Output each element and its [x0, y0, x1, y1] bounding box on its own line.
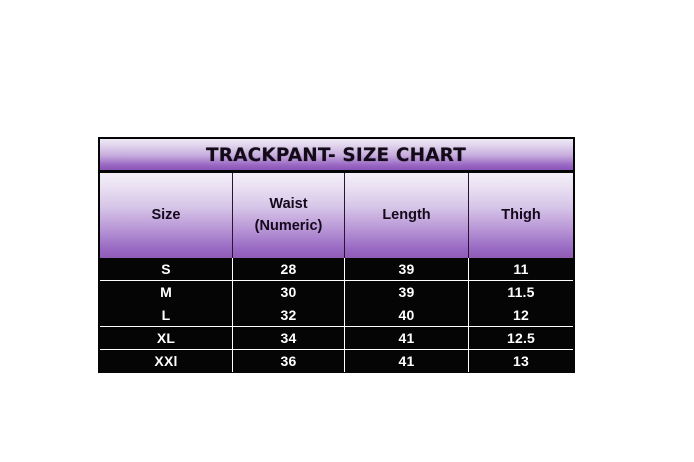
- cell-waist: 28: [233, 258, 345, 281]
- cell-waist: 32: [233, 303, 345, 326]
- cell-thigh: 12: [513, 306, 529, 323]
- cell-size: L: [100, 303, 233, 326]
- cell-waist: 36: [233, 349, 345, 373]
- size-chart-title: TRACKPANT- SIZE CHART: [206, 143, 467, 166]
- column-header-size-label: Size: [151, 206, 181, 223]
- column-header-length: Length: [345, 173, 469, 258]
- cell-thigh: 13: [513, 352, 529, 369]
- cell-length: 40: [345, 303, 469, 326]
- table-header-row: Size Waist (Numeric) Length Thigh: [100, 173, 573, 258]
- column-header-thigh: Thigh: [469, 173, 573, 258]
- cell-thigh: 11: [513, 261, 529, 278]
- cell-length: 41: [345, 326, 469, 349]
- column-header-size: Size: [100, 173, 233, 258]
- cell-size: XXl: [100, 349, 233, 373]
- size-chart-table: TRACKPANT- SIZE CHART Size Waist (Numeri…: [98, 137, 575, 373]
- column-header-waist-sublabel: (Numeric): [254, 217, 323, 234]
- table-row: XL 34 41 12.5: [100, 326, 573, 350]
- column-header-length-label: Length: [382, 206, 431, 223]
- table-body: S 28 39 11 M 30 39 11.5 L 32 40 12 XL 34…: [100, 258, 573, 373]
- cell-length: 41: [345, 349, 469, 373]
- cell-waist: 30: [233, 281, 345, 304]
- table-row: XXl 36 41 13: [100, 349, 573, 373]
- column-header-thigh-label: Thigh: [501, 206, 541, 223]
- cell-length: 39: [345, 258, 469, 281]
- cell-length: 39: [345, 281, 469, 304]
- title-divider: [100, 170, 573, 173]
- cell-size: XL: [100, 326, 233, 349]
- table-row: S 28 39 11: [100, 258, 573, 282]
- cell-thigh: 11.5: [507, 284, 535, 301]
- table-row: L 32 40 12: [100, 303, 573, 327]
- cell-thigh: 12.5: [506, 329, 536, 346]
- column-header-waist-label: Waist: [269, 196, 308, 213]
- cell-waist: 34: [233, 326, 345, 349]
- cell-size: S: [100, 258, 233, 281]
- size-chart-inner: TRACKPANT- SIZE CHART Size Waist (Numeri…: [100, 139, 573, 373]
- cell-size: M: [100, 281, 233, 304]
- column-header-waist: Waist (Numeric): [233, 173, 345, 258]
- size-chart-title-bar: TRACKPANT- SIZE CHART: [100, 139, 573, 170]
- table-row: M 30 39 11.5: [100, 281, 573, 304]
